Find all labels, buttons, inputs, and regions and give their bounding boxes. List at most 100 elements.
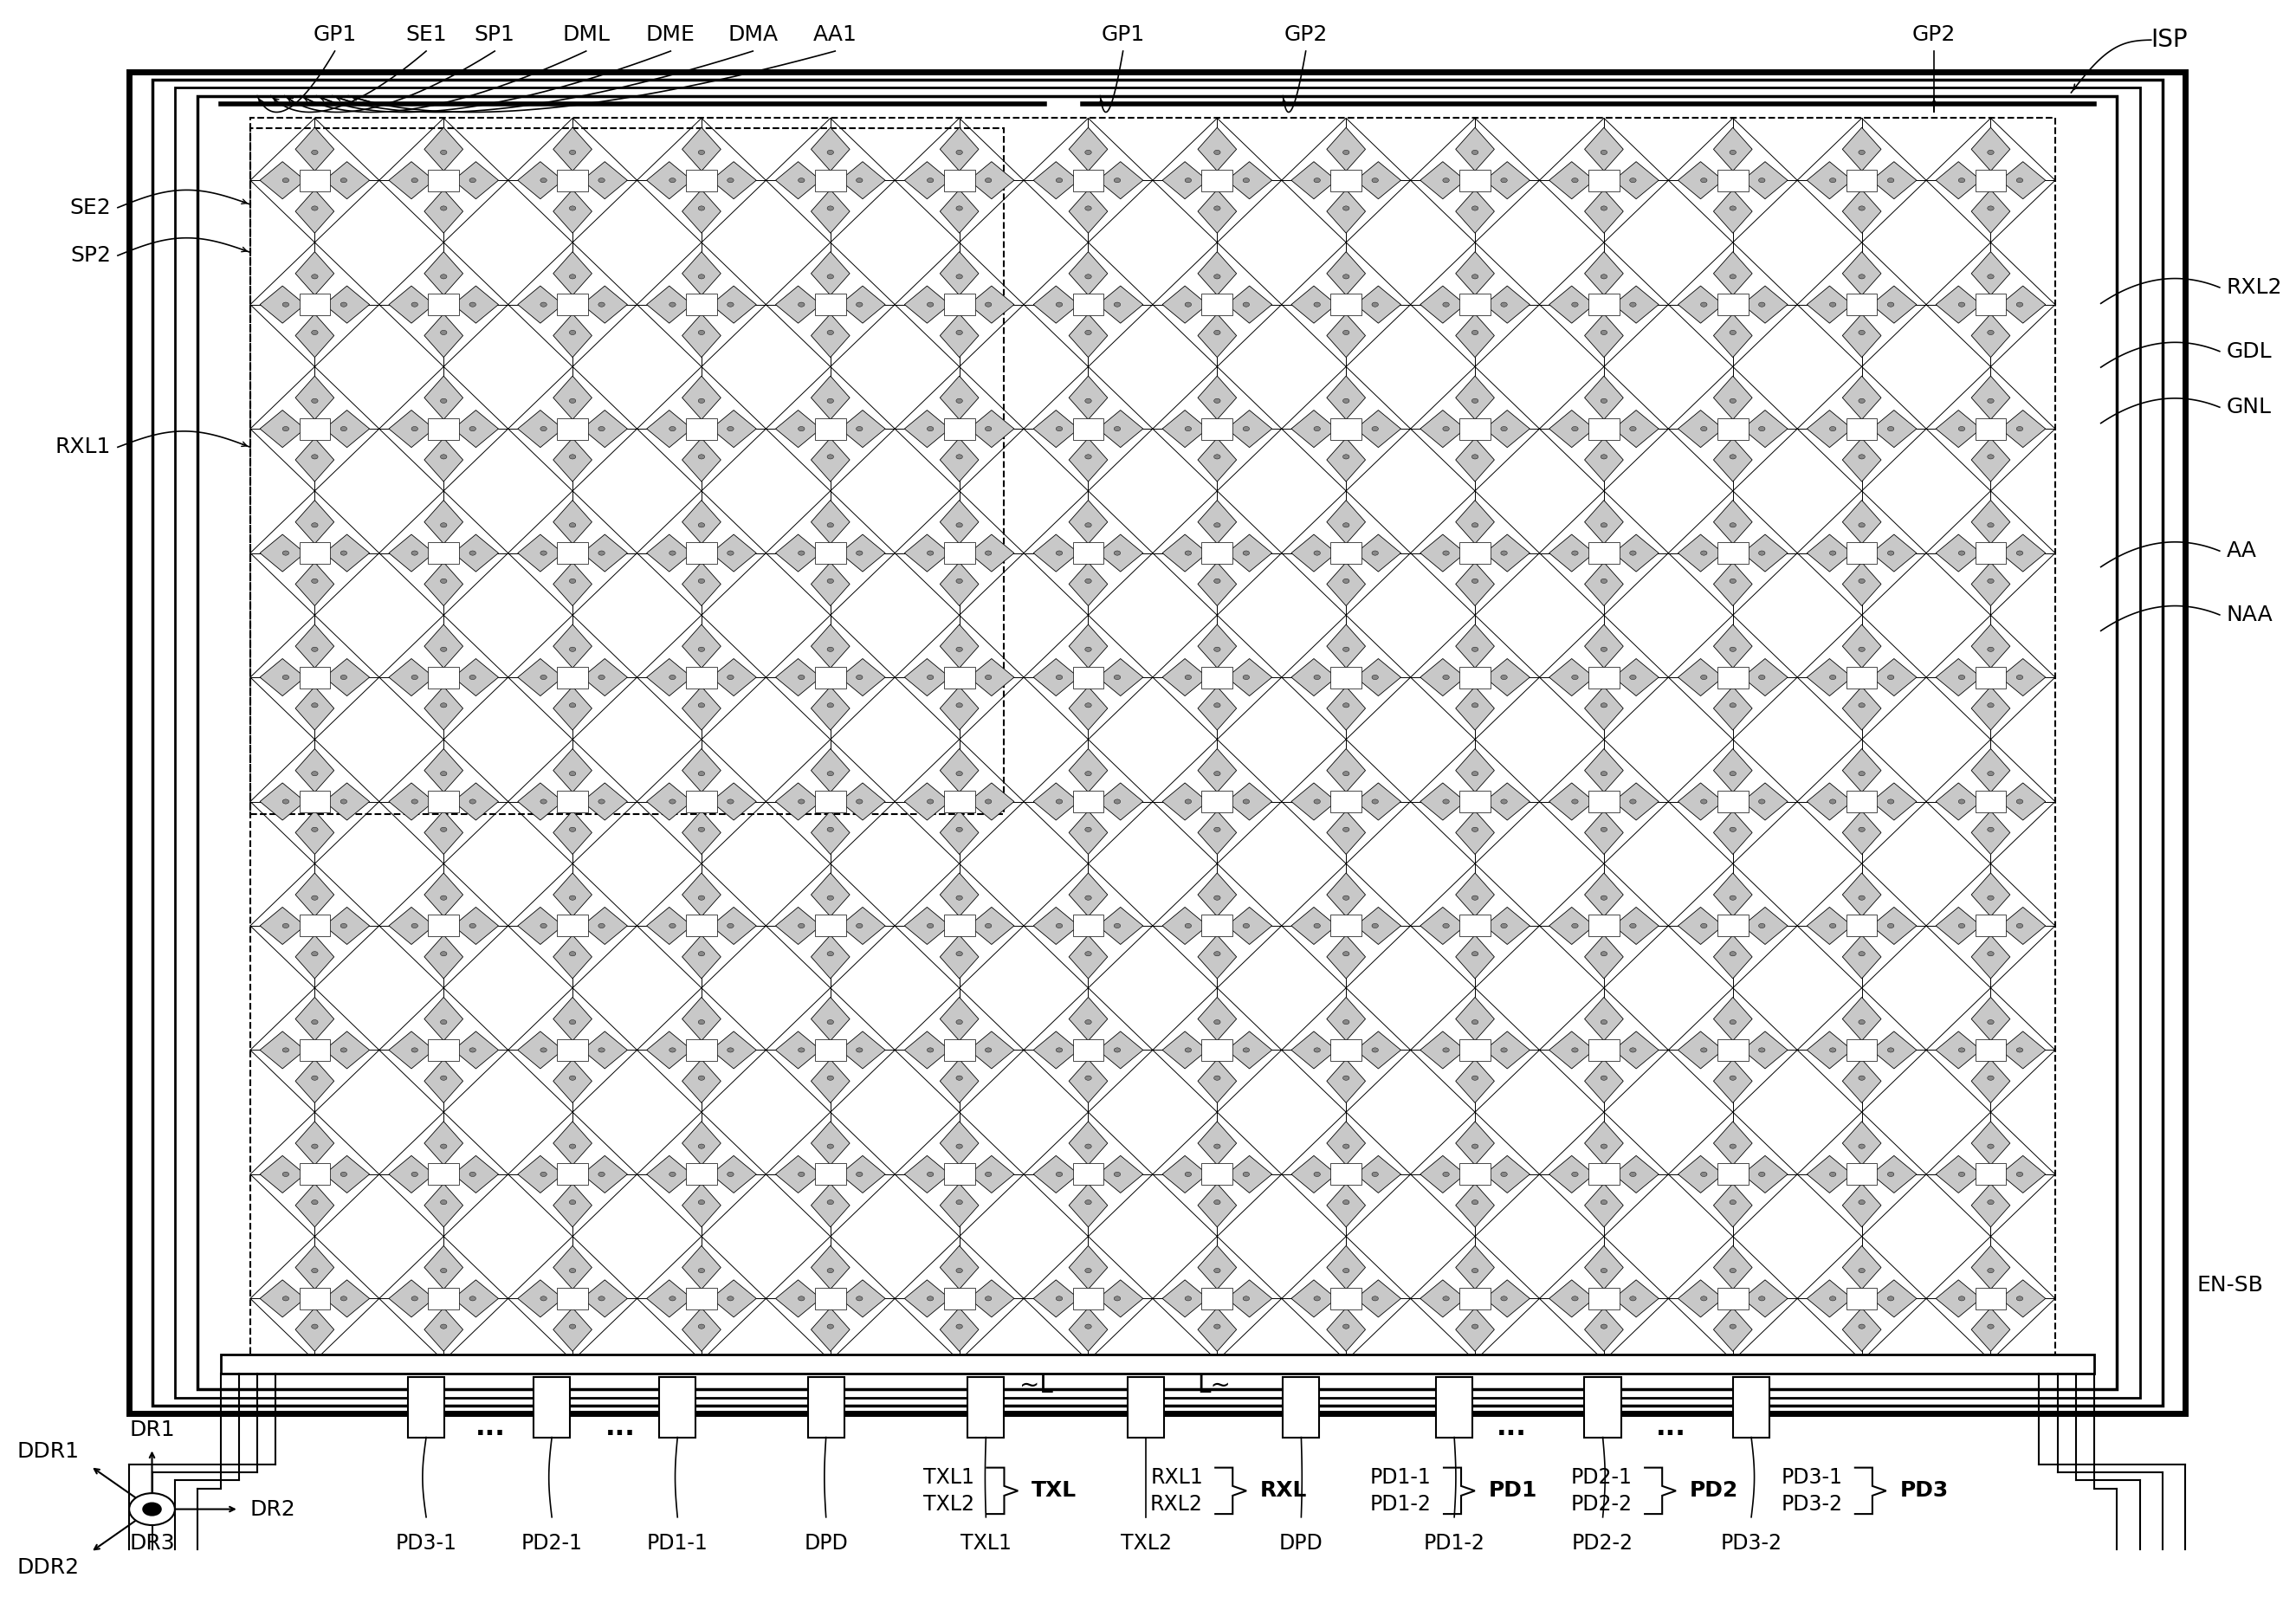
- Circle shape: [1988, 1143, 1993, 1148]
- Circle shape: [1215, 206, 1221, 211]
- Polygon shape: [1421, 1156, 1465, 1193]
- Polygon shape: [1550, 410, 1593, 447]
- Polygon shape: [1033, 286, 1079, 323]
- Bar: [1127, 1377, 1164, 1437]
- Polygon shape: [1199, 190, 1238, 233]
- Text: PD3-2: PD3-2: [1782, 1493, 1844, 1516]
- Text: RXL: RXL: [1261, 1480, 1306, 1501]
- Polygon shape: [776, 410, 820, 447]
- Polygon shape: [553, 438, 592, 482]
- Polygon shape: [1972, 438, 2009, 482]
- Bar: [1201, 1040, 1233, 1060]
- Polygon shape: [519, 535, 563, 572]
- Circle shape: [698, 771, 705, 776]
- Polygon shape: [810, 190, 850, 233]
- Bar: [298, 1040, 331, 1060]
- Circle shape: [1600, 1076, 1607, 1080]
- Bar: [1072, 1287, 1104, 1310]
- Circle shape: [312, 1020, 317, 1024]
- Circle shape: [1729, 952, 1736, 957]
- Bar: [944, 915, 976, 936]
- Polygon shape: [1226, 1279, 1272, 1318]
- Text: AA: AA: [2227, 540, 2257, 562]
- Polygon shape: [1456, 687, 1495, 730]
- Circle shape: [1729, 896, 1736, 901]
- Circle shape: [599, 923, 604, 928]
- Polygon shape: [1327, 1246, 1366, 1289]
- Circle shape: [340, 1172, 347, 1177]
- Text: TXL1: TXL1: [960, 1533, 1013, 1554]
- Polygon shape: [1070, 997, 1107, 1041]
- Circle shape: [1056, 676, 1063, 680]
- Polygon shape: [810, 1246, 850, 1289]
- Circle shape: [1215, 647, 1221, 652]
- Polygon shape: [1807, 1279, 1853, 1318]
- Polygon shape: [1486, 161, 1529, 200]
- Circle shape: [1502, 798, 1506, 803]
- Circle shape: [1630, 551, 1637, 556]
- Bar: [427, 1164, 459, 1185]
- Circle shape: [569, 1020, 576, 1024]
- Polygon shape: [1456, 375, 1495, 420]
- Polygon shape: [1033, 1156, 1079, 1193]
- Polygon shape: [1327, 624, 1366, 668]
- Bar: [944, 169, 976, 192]
- Polygon shape: [1070, 936, 1107, 979]
- Polygon shape: [1421, 783, 1465, 821]
- Circle shape: [441, 275, 448, 279]
- Circle shape: [468, 177, 475, 182]
- Polygon shape: [425, 128, 464, 171]
- Circle shape: [698, 275, 705, 279]
- Bar: [1717, 666, 1747, 688]
- Polygon shape: [682, 997, 721, 1041]
- Circle shape: [955, 206, 962, 211]
- Polygon shape: [1713, 315, 1752, 358]
- Polygon shape: [425, 1121, 464, 1164]
- Circle shape: [1759, 177, 1766, 182]
- Circle shape: [799, 1048, 804, 1052]
- Polygon shape: [1456, 624, 1495, 668]
- Bar: [1201, 543, 1233, 564]
- Circle shape: [928, 551, 934, 556]
- Bar: [1717, 543, 1747, 564]
- Text: NAA: NAA: [2227, 604, 2273, 626]
- Polygon shape: [425, 375, 464, 420]
- Circle shape: [799, 177, 804, 182]
- Polygon shape: [1421, 410, 1465, 447]
- Text: PD3-1: PD3-1: [1782, 1466, 1844, 1488]
- Polygon shape: [1584, 128, 1623, 171]
- Polygon shape: [296, 624, 333, 668]
- Circle shape: [312, 1324, 317, 1329]
- Circle shape: [312, 647, 317, 652]
- Circle shape: [1442, 302, 1449, 307]
- Circle shape: [1857, 771, 1864, 776]
- Circle shape: [1988, 1268, 1993, 1273]
- Circle shape: [728, 302, 735, 307]
- Polygon shape: [776, 658, 820, 696]
- Polygon shape: [296, 562, 333, 605]
- Circle shape: [1472, 1076, 1479, 1080]
- Polygon shape: [1678, 1032, 1724, 1068]
- Polygon shape: [1584, 1059, 1623, 1104]
- Polygon shape: [1743, 286, 1789, 323]
- Polygon shape: [1584, 749, 1623, 792]
- Polygon shape: [810, 1059, 850, 1104]
- Polygon shape: [1841, 1246, 1880, 1289]
- Polygon shape: [682, 874, 721, 917]
- Circle shape: [1373, 676, 1378, 680]
- Circle shape: [1600, 1020, 1607, 1024]
- Circle shape: [1086, 206, 1091, 211]
- Polygon shape: [1743, 658, 1789, 696]
- Polygon shape: [1327, 375, 1366, 420]
- Polygon shape: [1486, 1156, 1529, 1193]
- Polygon shape: [810, 874, 850, 917]
- Bar: [1201, 294, 1233, 315]
- Circle shape: [2016, 302, 2023, 307]
- Circle shape: [1988, 1076, 1993, 1080]
- Polygon shape: [259, 1279, 305, 1318]
- Circle shape: [441, 1268, 448, 1273]
- Circle shape: [282, 1172, 289, 1177]
- Circle shape: [411, 302, 418, 307]
- Circle shape: [928, 798, 934, 803]
- Circle shape: [1313, 551, 1320, 556]
